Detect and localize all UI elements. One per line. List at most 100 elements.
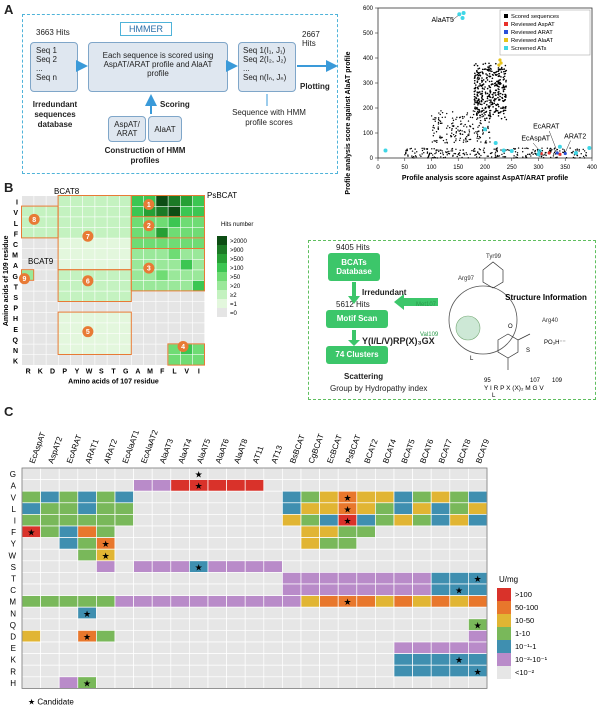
scored-point bbox=[554, 150, 556, 152]
heatmap-cell bbox=[119, 355, 132, 365]
heatmap-cell bbox=[34, 259, 46, 270]
activity-cell bbox=[300, 490, 320, 504]
scored-point bbox=[446, 148, 448, 150]
scored-point bbox=[502, 89, 505, 91]
heatmap-cell bbox=[34, 270, 46, 281]
scored-point bbox=[472, 110, 475, 112]
activity-cell bbox=[468, 467, 488, 480]
activity-cell bbox=[319, 641, 339, 654]
activity-cell bbox=[96, 618, 116, 631]
scored-point bbox=[502, 90, 505, 93]
scored-point bbox=[488, 93, 491, 96]
heatmap-cell bbox=[107, 238, 119, 249]
heatmap-cell bbox=[192, 270, 205, 281]
activity-cell bbox=[96, 595, 116, 608]
scored-point bbox=[438, 119, 440, 122]
scored-point bbox=[479, 110, 481, 112]
scored-point bbox=[541, 150, 544, 152]
heatmap-cell bbox=[83, 312, 95, 323]
scored-point bbox=[484, 81, 487, 83]
scored-point bbox=[486, 79, 489, 81]
scored-point bbox=[447, 125, 449, 127]
panel-b-flow-box bbox=[308, 240, 596, 400]
activity-cell bbox=[263, 467, 283, 480]
scored-point bbox=[505, 118, 508, 121]
heatmap-cell bbox=[156, 355, 168, 365]
scored-point bbox=[476, 140, 479, 142]
scored-point bbox=[477, 68, 479, 70]
scored-point bbox=[478, 148, 481, 150]
heatmap-cell bbox=[95, 217, 107, 228]
scored-point bbox=[556, 148, 559, 151]
activity-cell bbox=[133, 641, 153, 654]
x-residue-label: D bbox=[50, 369, 55, 376]
scored-point bbox=[585, 152, 587, 154]
scored-point bbox=[481, 87, 484, 90]
enzyme-column-label: EcAlaAT2 bbox=[139, 428, 160, 464]
scored-point bbox=[546, 147, 549, 149]
scored-point bbox=[434, 140, 437, 142]
scored-point bbox=[498, 99, 500, 101]
heatmap-cell bbox=[192, 217, 205, 228]
activity-cell bbox=[40, 595, 60, 608]
heatmap-cell bbox=[180, 333, 193, 344]
scored-point bbox=[455, 118, 457, 121]
scored-point bbox=[465, 152, 467, 154]
legend-swatch bbox=[504, 14, 508, 18]
activity-cell bbox=[58, 548, 79, 562]
scored-point bbox=[451, 111, 454, 113]
scored-point bbox=[526, 153, 529, 156]
activity-cell bbox=[282, 664, 302, 678]
heatmap-cell bbox=[83, 344, 95, 355]
scored-point bbox=[481, 103, 483, 106]
annotation-arat2: ARAT2 bbox=[564, 134, 586, 141]
activity-cell bbox=[375, 653, 395, 666]
activity-cell bbox=[393, 560, 413, 573]
activity-cell bbox=[77, 572, 97, 585]
activity-cell bbox=[151, 467, 172, 480]
scored-point bbox=[465, 139, 467, 141]
activity-cell bbox=[337, 641, 358, 654]
scored-point bbox=[451, 150, 454, 152]
scored-point bbox=[503, 68, 506, 70]
scored-point bbox=[494, 98, 496, 101]
scored-point bbox=[484, 68, 487, 70]
scored-point bbox=[500, 117, 503, 120]
scored-point bbox=[571, 152, 574, 154]
cluster-marker bbox=[82, 326, 94, 338]
scored-point bbox=[475, 131, 477, 133]
scored-point bbox=[458, 130, 460, 132]
heatmap-cell bbox=[34, 291, 46, 302]
heatmap-cell bbox=[22, 206, 34, 217]
y-residue-label: A bbox=[13, 263, 18, 270]
activity-cell bbox=[114, 641, 134, 654]
scored-point bbox=[448, 153, 451, 155]
heatmap-cell bbox=[95, 249, 107, 259]
legend-label: >2000 bbox=[230, 239, 248, 245]
activity-cell bbox=[133, 630, 153, 643]
scored-point bbox=[549, 150, 552, 152]
activity-cell bbox=[58, 502, 79, 515]
scored-point bbox=[457, 129, 459, 131]
scored-point bbox=[446, 112, 448, 115]
scored-point bbox=[446, 151, 449, 153]
seq-item: Seq 2 bbox=[36, 55, 57, 64]
activity-cell bbox=[300, 479, 320, 492]
heatmap-cell bbox=[180, 249, 193, 259]
activity-cell bbox=[21, 537, 41, 550]
scored-point bbox=[451, 123, 453, 125]
scored-point bbox=[451, 129, 453, 131]
reviewed-alaat-point bbox=[498, 58, 502, 62]
activity-cell bbox=[96, 653, 116, 666]
legend-swatch bbox=[504, 30, 508, 34]
heatmap-cell bbox=[58, 312, 71, 323]
scored-point bbox=[426, 148, 429, 150]
scored-point bbox=[444, 142, 446, 144]
activity-cell bbox=[189, 537, 209, 550]
heatmap-cell bbox=[83, 355, 95, 365]
scored-point bbox=[437, 126, 439, 128]
activity-cell bbox=[170, 630, 190, 643]
cluster-marker bbox=[143, 262, 155, 274]
screened-at-point bbox=[509, 149, 514, 153]
scored-point bbox=[432, 135, 435, 137]
